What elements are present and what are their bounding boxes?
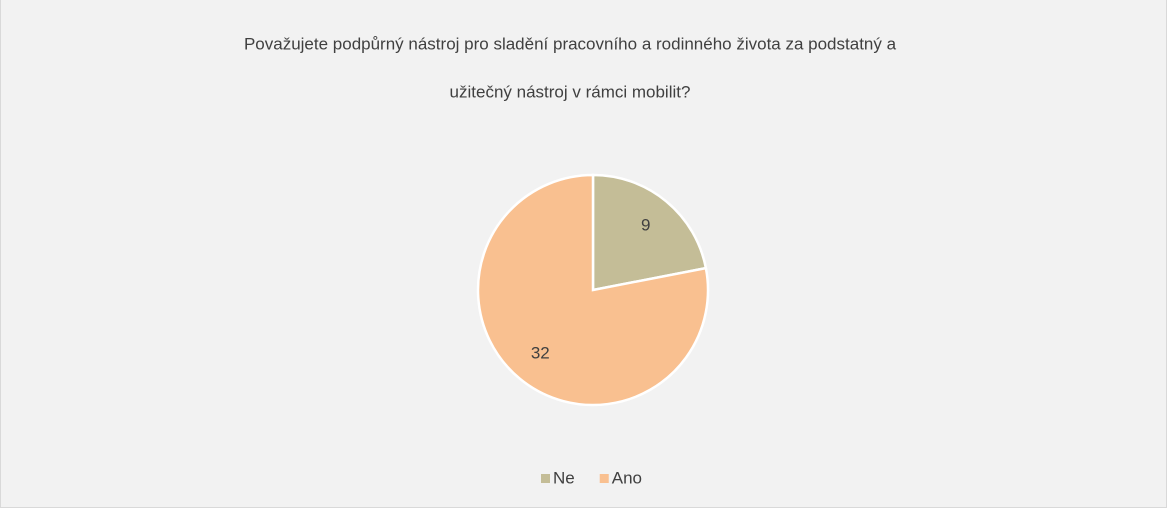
pie-slice	[476, 173, 710, 407]
legend-label: Ne	[553, 468, 575, 487]
data-label: 32	[531, 343, 550, 362]
legend-label: Ano	[612, 468, 642, 487]
legend-swatch	[541, 474, 550, 483]
chart-title: Považujete podpůrný nástroj pro sladění …	[244, 34, 897, 53]
pie-slice	[591, 173, 708, 292]
data-label: 9	[641, 216, 650, 235]
legend-swatch	[599, 474, 609, 483]
chart-title: užitečný nástroj v rámci mobilit?	[450, 82, 691, 101]
